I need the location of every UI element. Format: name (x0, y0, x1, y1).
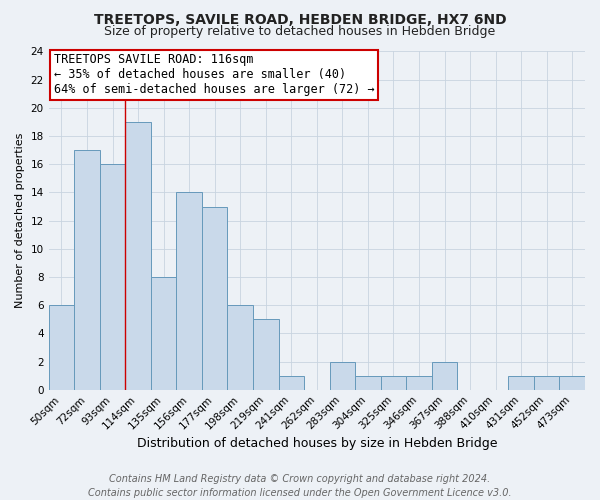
Bar (176, 192, 202, 390)
Text: TREETOPS SAVILE ROAD: 116sqm
← 35% of detached houses are smaller (40)
64% of se: TREETOPS SAVILE ROAD: 116sqm ← 35% of de… (54, 53, 374, 96)
Bar (278, 376, 304, 390)
Bar (227, 305, 253, 390)
Bar (151, 277, 176, 390)
Bar (125, 122, 151, 390)
Bar (380, 376, 406, 390)
Bar (100, 164, 125, 390)
Bar (74, 150, 100, 390)
Bar (534, 376, 559, 390)
Text: TREETOPS, SAVILE ROAD, HEBDEN BRIDGE, HX7 6ND: TREETOPS, SAVILE ROAD, HEBDEN BRIDGE, HX… (94, 12, 506, 26)
Text: Size of property relative to detached houses in Hebden Bridge: Size of property relative to detached ho… (104, 25, 496, 38)
Text: Contains HM Land Registry data © Crown copyright and database right 2024.
Contai: Contains HM Land Registry data © Crown c… (88, 474, 512, 498)
Bar (432, 362, 457, 390)
Bar (49, 305, 74, 390)
Bar (355, 376, 380, 390)
Bar (202, 206, 227, 390)
X-axis label: Distribution of detached houses by size in Hebden Bridge: Distribution of detached houses by size … (137, 437, 497, 450)
Y-axis label: Number of detached properties: Number of detached properties (15, 133, 25, 308)
Bar (559, 376, 585, 390)
Bar (508, 376, 534, 390)
Bar (329, 362, 355, 390)
Bar (253, 320, 278, 390)
Bar (406, 376, 432, 390)
